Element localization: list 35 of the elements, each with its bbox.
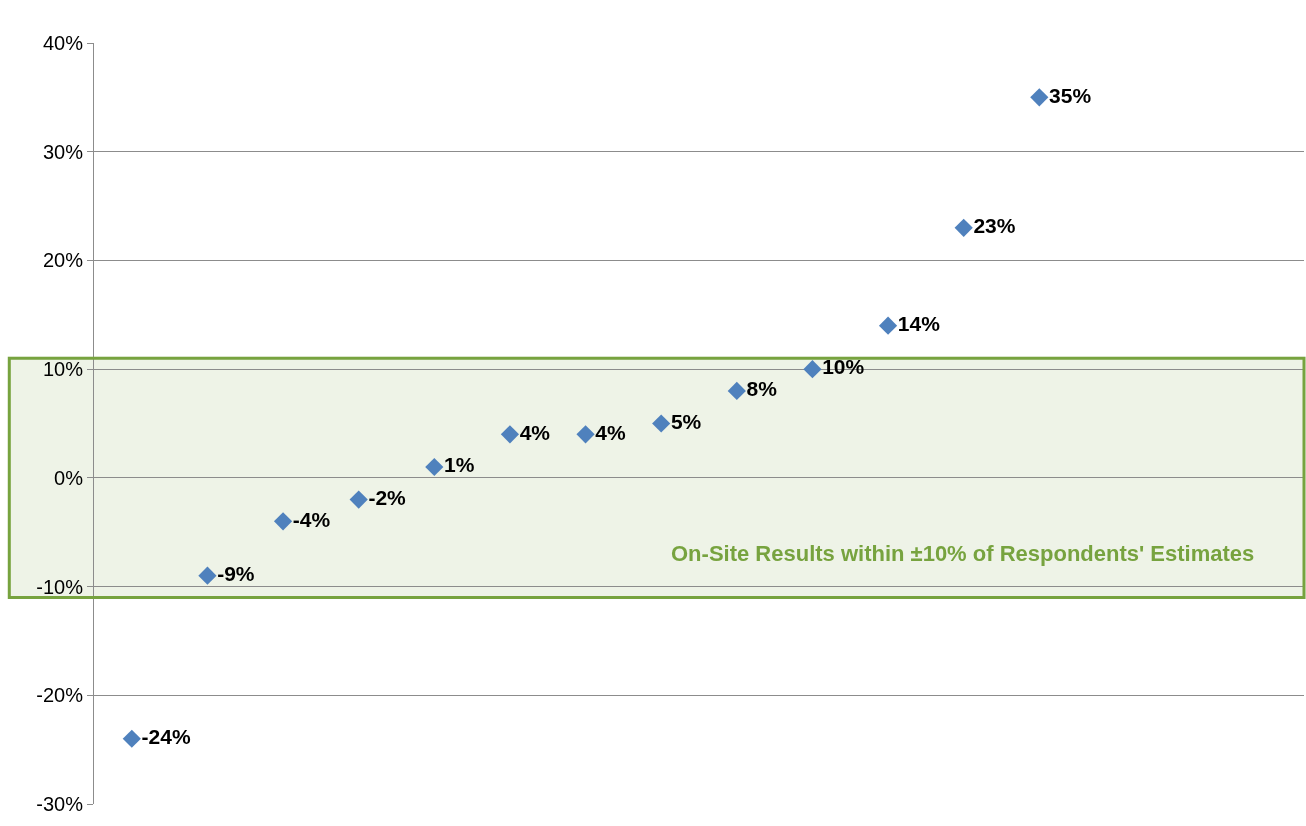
- data-label: 8%: [746, 377, 778, 401]
- point: [803, 360, 822, 379]
- data-label: 4%: [519, 420, 551, 444]
- data-label: 14%: [897, 311, 941, 335]
- data-label: -9%: [217, 561, 255, 585]
- point: [576, 425, 595, 444]
- y-tick-label: -10%: [36, 575, 84, 598]
- point: [652, 414, 671, 433]
- data-label: -4%: [292, 507, 331, 531]
- point: [500, 425, 520, 444]
- data-label: 10%: [822, 355, 865, 379]
- point: [122, 729, 141, 748]
- data-label: -2%: [368, 485, 407, 509]
- point: [878, 316, 898, 335]
- y-tick-label: 0%: [54, 466, 84, 489]
- data-label: 1%: [444, 453, 475, 477]
- y-tick-label: 40%: [42, 32, 84, 54]
- y-tick-label: 30%: [42, 140, 84, 163]
- data-label: -24%: [141, 725, 191, 749]
- data-label: 35%: [1049, 83, 1092, 107]
- y-tick-label: 20%: [42, 249, 84, 272]
- point: [1030, 88, 1049, 107]
- band-label: On-Site Results within ±10% of Respondents' Estimates: [671, 541, 1255, 566]
- point: [349, 490, 368, 509]
- data-label: 23%: [973, 214, 1016, 238]
- data-label: 4%: [595, 420, 626, 444]
- y-tick-label: -20%: [36, 684, 84, 707]
- point: [273, 512, 293, 531]
- y-tick-label: -30%: [36, 793, 84, 815]
- point: [954, 218, 973, 237]
- data-label: 5%: [670, 409, 702, 433]
- point: [198, 566, 217, 585]
- point: [727, 381, 746, 400]
- y-tick-label: 10%: [42, 358, 84, 381]
- point: [425, 457, 444, 477]
